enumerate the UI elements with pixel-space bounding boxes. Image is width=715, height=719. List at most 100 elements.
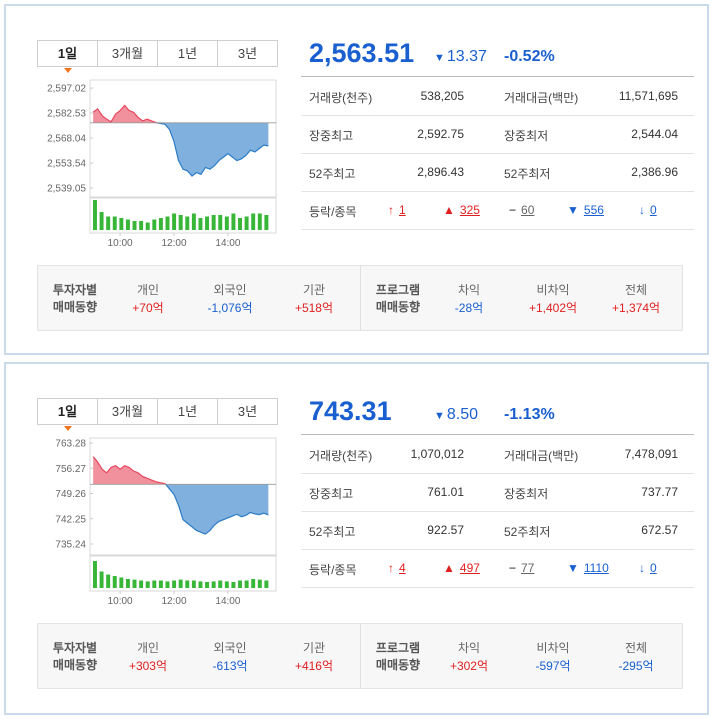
plot-frame xyxy=(89,437,277,557)
breadth-icon: ↓ xyxy=(639,203,645,217)
market-panel: 1일 3개월 1년 3년 743.31 ▼ 8.50 -1.13% 거래량(천주) 1,070,0… xyxy=(4,362,709,715)
investor-value: +416억 xyxy=(294,659,334,673)
table-rule xyxy=(301,549,694,550)
breadth-count: 0 xyxy=(650,561,657,575)
period-tab[interactable]: 1년 xyxy=(157,40,218,67)
change-value: 13.37 xyxy=(446,48,487,65)
investor-value: +302억 xyxy=(449,659,489,673)
index-change: ▼ 13.37 xyxy=(434,48,487,66)
period-tab[interactable]: 3년 xyxy=(217,40,278,67)
stat-value: 7,478,091 xyxy=(624,447,678,461)
volume-bar xyxy=(191,213,196,230)
stat-label: 장중최고 xyxy=(309,487,354,501)
investor-value: +70억 xyxy=(132,301,164,315)
table-rule xyxy=(301,115,694,116)
stat-value: 737.77 xyxy=(641,485,678,499)
y-tick-label: 2,597.02 xyxy=(47,84,86,95)
breadth-icon: ↓ xyxy=(639,561,645,575)
change-value: 8.50 xyxy=(446,406,479,423)
breadth-item[interactable]: −77 xyxy=(509,561,534,575)
volume-bar xyxy=(93,561,97,588)
investor-title: 투자자별 xyxy=(52,641,98,655)
investor-label: 외국인 xyxy=(213,283,247,297)
stat-label: 장중최저 xyxy=(504,129,549,143)
volume-bar xyxy=(106,574,111,588)
change-rate: -1.13% xyxy=(504,406,555,423)
investor-value: -295억 xyxy=(618,659,654,673)
volume-bar xyxy=(119,577,124,588)
breadth-item[interactable]: ↓ 0 xyxy=(639,561,657,575)
investor-label: 전체 xyxy=(624,641,648,655)
breadth-item[interactable]: ↑ 1 xyxy=(388,203,406,217)
breadth-item[interactable]: ▲ 497 xyxy=(443,561,480,575)
stat-value: 761.01 xyxy=(427,485,464,499)
price-area xyxy=(165,484,269,535)
investor-label: 개인 xyxy=(136,283,160,297)
y-tick-label: 742.25 xyxy=(55,514,86,525)
volume-bar xyxy=(264,580,269,588)
stat-label: 거래량(천주) xyxy=(309,91,373,105)
stat-value: 922.57 xyxy=(427,523,464,537)
breadth-count: 77 xyxy=(521,561,535,575)
stat-label: 장중최저 xyxy=(504,487,549,501)
breadth-icon: ↑ xyxy=(388,203,394,217)
period-tab[interactable]: 1년 xyxy=(157,398,218,425)
investor-value: -613억 xyxy=(212,659,248,673)
breadth-item[interactable]: ▼ 1110 xyxy=(567,561,609,575)
stat-value: 2,896.43 xyxy=(417,165,464,179)
table-rule xyxy=(301,229,694,230)
volume-frame xyxy=(89,196,277,234)
investor-label: 차익 xyxy=(457,283,481,297)
investor-label: 외국인 xyxy=(213,641,247,655)
volume-bar xyxy=(264,215,269,230)
breadth-item[interactable]: ▼ 556 xyxy=(567,203,604,217)
stat-value: 2,544.04 xyxy=(631,127,678,141)
y-tick-label: 2,582.53 xyxy=(47,109,86,120)
investor-value: +1,402억 xyxy=(528,301,578,315)
intraday-chart: 2,597.02 2,582.53 2,568.04 2,553.54 2,539.05… xyxy=(47,79,277,249)
period-tab[interactable]: 3년 xyxy=(217,398,278,425)
investor-label: 비차익 xyxy=(536,641,570,655)
change-arrow: ▼ xyxy=(434,410,445,422)
investor-box: 투자자별 매매동향 개인 +303억 외국인 -613억 기관 +416억 프로그램 매매동향 차익… xyxy=(37,623,683,689)
volume-bar xyxy=(139,580,144,588)
change-rate: -0.52% xyxy=(504,48,555,65)
volume-bar xyxy=(119,218,124,230)
breadth-item[interactable]: ↑ 4 xyxy=(388,561,406,575)
volume-bar xyxy=(112,216,117,230)
period-tab[interactable]: 1일 xyxy=(37,40,98,73)
stat-label: 거래대금(백만) xyxy=(504,91,579,105)
investor-title: 매매동향 xyxy=(52,658,98,672)
breadth-count: 497 xyxy=(459,561,480,575)
table-rule xyxy=(301,76,694,77)
breadth-item[interactable]: ↓ 0 xyxy=(639,203,657,217)
y-tick-label: 756.27 xyxy=(55,464,86,475)
investor-value: +1,374억 xyxy=(611,301,661,315)
volume-bar xyxy=(218,580,223,588)
period-tab[interactable]: 3개월 xyxy=(97,40,158,67)
volume-bar xyxy=(257,579,262,588)
volume-bar xyxy=(125,579,130,588)
volume-bar xyxy=(211,215,216,230)
volume-bar xyxy=(152,580,157,588)
period-tab[interactable]: 3개월 xyxy=(97,398,158,425)
period-tab[interactable]: 1일 xyxy=(37,398,98,431)
breadth-count: 1 xyxy=(399,203,406,217)
breadth-label: 등락/종목 xyxy=(309,563,357,577)
volume-bar xyxy=(205,582,210,588)
y-tick-label: 2,553.54 xyxy=(47,159,86,170)
change-arrow: ▼ xyxy=(434,52,445,64)
volume-bar xyxy=(198,218,203,230)
breadth-icon: ▲ xyxy=(443,203,455,217)
volume-bar xyxy=(93,200,97,230)
breadth-item[interactable]: −60 xyxy=(509,203,534,217)
volume-bar xyxy=(231,213,236,230)
volume-bar xyxy=(165,581,170,588)
stat-label: 52주최고 xyxy=(309,167,356,181)
x-tick-label: 12:00 xyxy=(161,596,186,607)
breadth-item[interactable]: ▲ 325 xyxy=(443,203,480,217)
y-tick-label: 735.24 xyxy=(55,540,86,551)
volume-bar xyxy=(231,582,236,588)
investor-label: 기관 xyxy=(302,641,326,655)
investor-value: -28억 xyxy=(454,301,484,315)
